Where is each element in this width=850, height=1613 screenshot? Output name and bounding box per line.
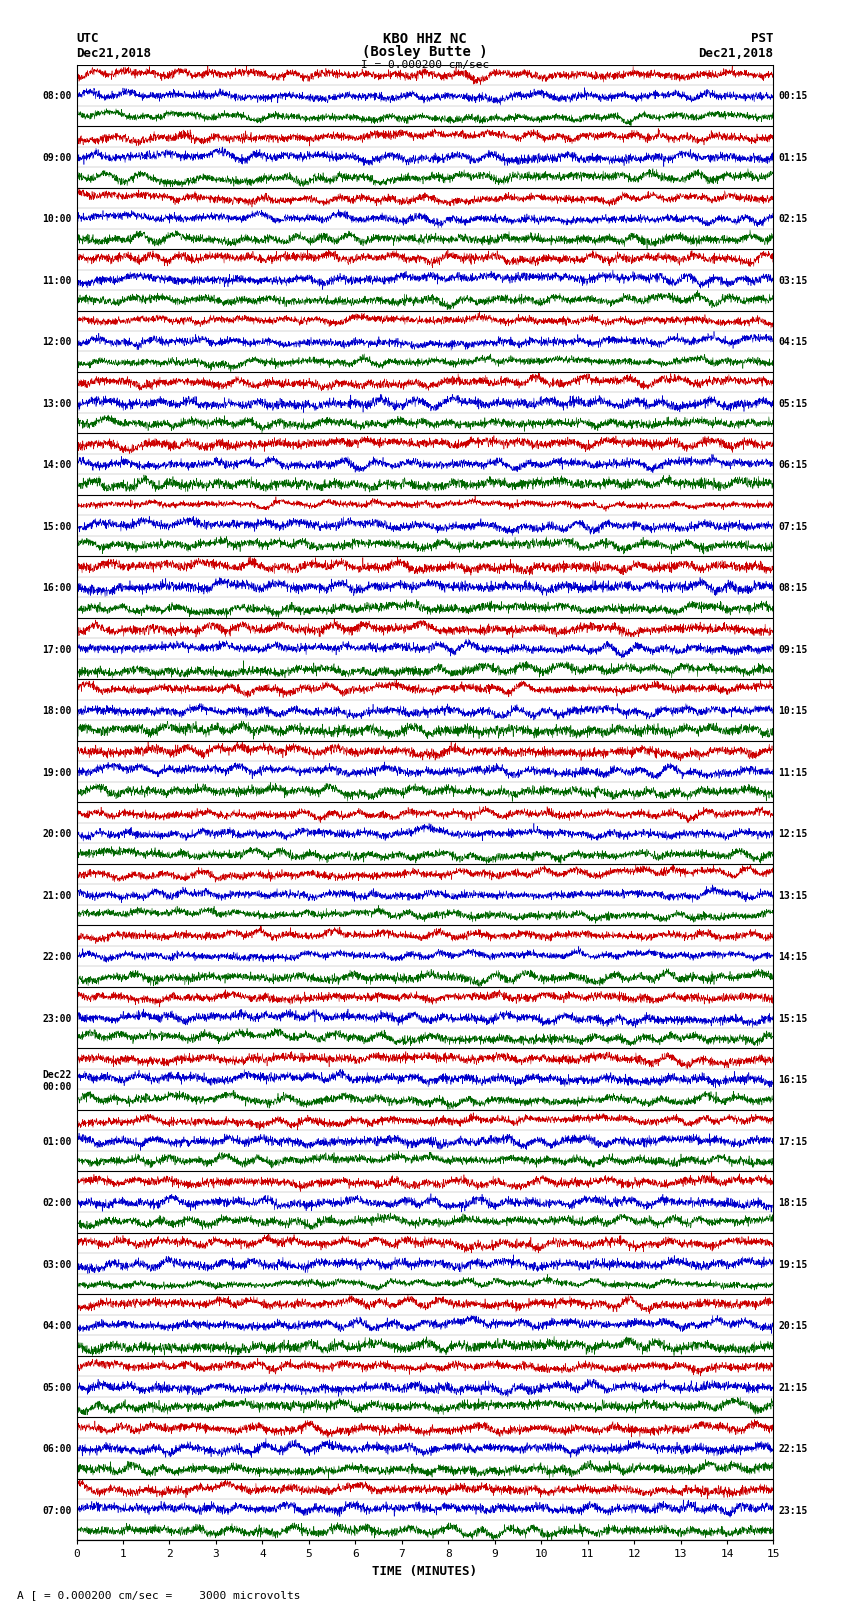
Text: KBO HHZ NC: KBO HHZ NC (383, 32, 467, 47)
Text: A [ = 0.000200 cm/sec =    3000 microvolts: A [ = 0.000200 cm/sec = 3000 microvolts (17, 1590, 301, 1600)
Text: Dec21,2018: Dec21,2018 (76, 47, 151, 60)
X-axis label: TIME (MINUTES): TIME (MINUTES) (372, 1565, 478, 1578)
Text: UTC: UTC (76, 32, 99, 45)
Text: PST: PST (751, 32, 774, 45)
Text: I = 0.000200 cm/sec: I = 0.000200 cm/sec (361, 60, 489, 69)
Text: (Bosley Butte ): (Bosley Butte ) (362, 45, 488, 60)
Text: Dec21,2018: Dec21,2018 (699, 47, 774, 60)
